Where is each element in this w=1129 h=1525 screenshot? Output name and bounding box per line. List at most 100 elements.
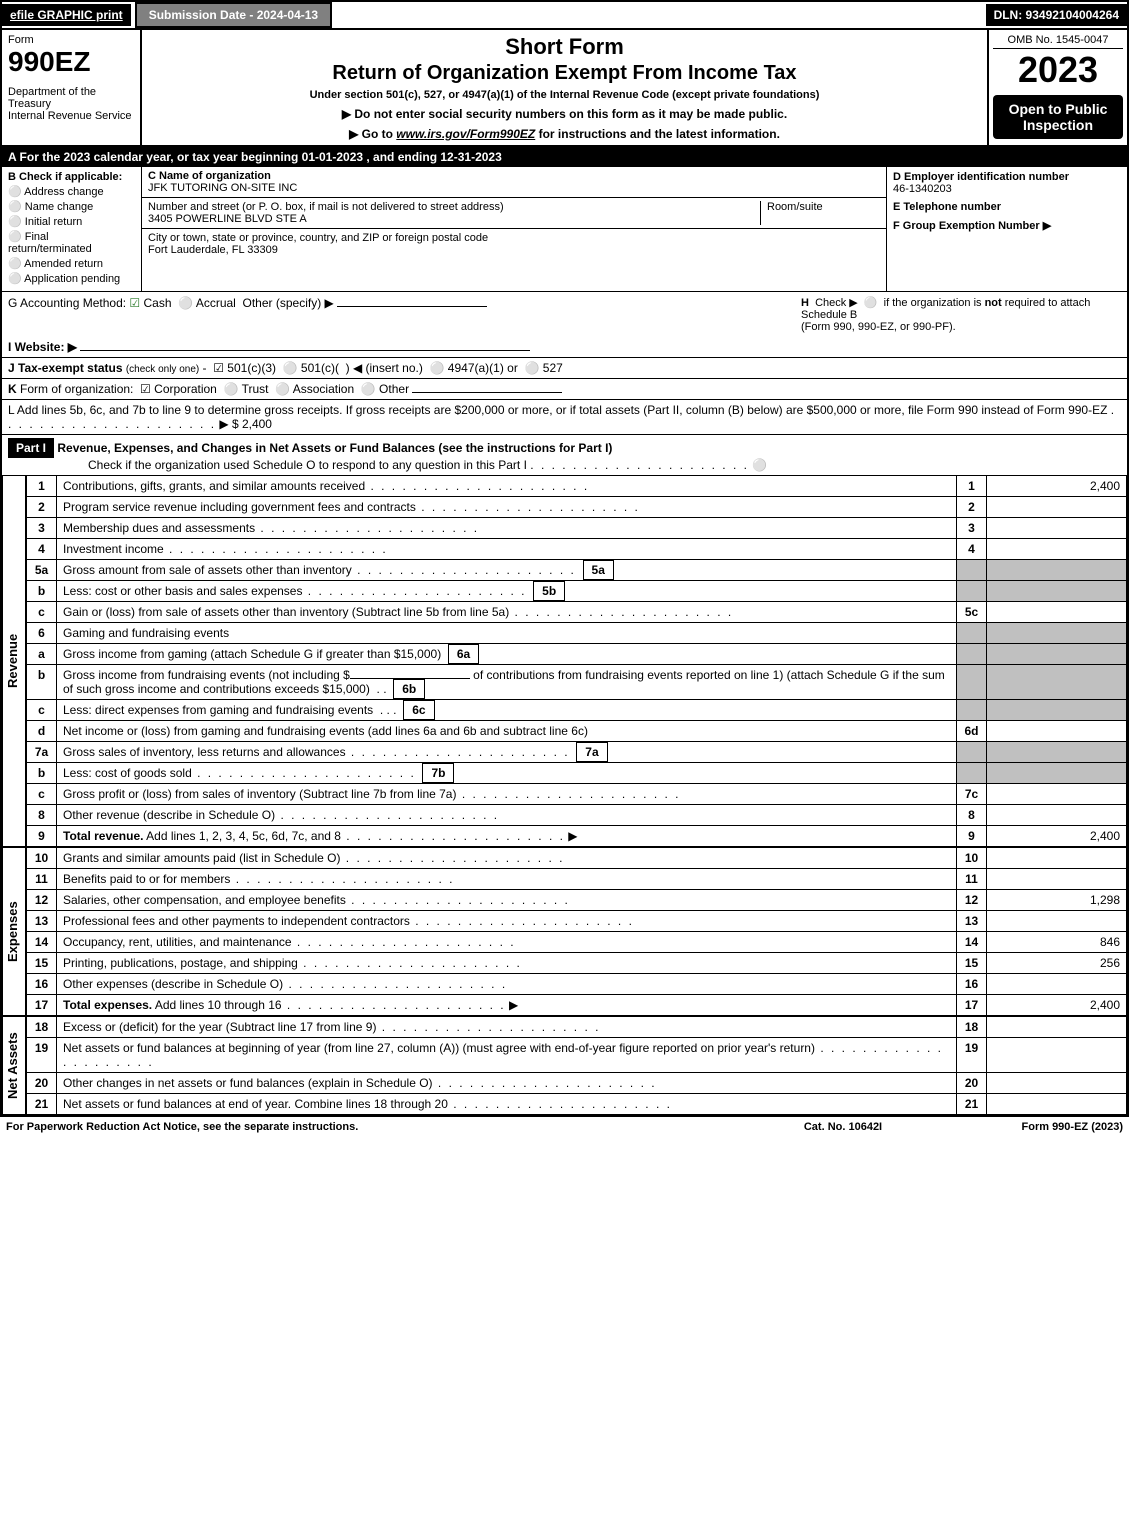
line-6a-desc: Gross income from gaming (attach Schedul… [63,647,441,661]
line-5a: 5aGross amount from sale of assets other… [27,560,1127,581]
line-13-desc: Professional fees and other payments to … [63,914,410,928]
line-19: 19Net assets or fund balances at beginni… [27,1038,1127,1073]
line-9-desc: Total revenue. [63,829,143,843]
goto-post: for instructions and the latest informat… [535,127,780,141]
line-5b: bLess: cost or other basis and sales exp… [27,581,1127,602]
section-i-website: I Website: ▶ [2,337,1127,358]
line-3: 3Membership dues and assessments3 [27,518,1127,539]
line-16: 16Other expenses (describe in Schedule O… [27,974,1127,995]
section-j-tax-exempt: J Tax-exempt status (check only one) - ☑… [2,358,1127,379]
open-to-public: Open to Public Inspection [993,95,1123,139]
line-2: 2Program service revenue including gover… [27,497,1127,518]
line-17-desc: Total expenses. [63,998,152,1012]
street-address: 3405 POWERLINE BLVD STE A [148,213,307,225]
accounting-method-label: G Accounting Method: [8,296,126,310]
section-d-e-f: D Employer identification number 46-1340… [887,167,1127,291]
line-6c-desc: Less: direct expenses from gaming and fu… [63,703,373,717]
subtitle: Under section 501(c), 527, or 4947(a)(1)… [150,89,979,101]
line-15: 15Printing, publications, postage, and s… [27,953,1127,974]
line-10-desc: Grants and similar amounts paid (list in… [63,851,340,865]
line-16-val [987,974,1127,995]
line-6: 6Gaming and fundraising events [27,623,1127,644]
header-left: Form 990EZ Department of the Treasury In… [2,30,142,145]
line-20-val [987,1073,1127,1094]
line-20: 20Other changes in net assets or fund ba… [27,1073,1127,1094]
check-amended-return[interactable]: Amended return [8,257,135,270]
header-center: Short Form Return of Organization Exempt… [142,30,987,145]
line-17-val: 2,400 [987,995,1127,1016]
line-3-val [987,518,1127,539]
line-6c: cLess: direct expenses from gaming and f… [27,700,1127,721]
page-footer: For Paperwork Reduction Act Notice, see … [0,1117,1129,1137]
part-1-header: Part I Revenue, Expenses, and Changes in… [2,435,1127,475]
line-5c-val [987,602,1127,623]
check-accrual[interactable]: Accrual [178,296,236,310]
form-label: Form [8,34,134,46]
city-label: City or town, state or province, country… [148,232,488,244]
check-address-change[interactable]: Address change [8,185,135,198]
dln-number: DLN: 93492104004264 [986,4,1127,26]
name-label: C Name of organization [148,170,271,182]
efile-graphic-print-link[interactable]: efile GRAPHIC print [2,4,131,26]
line-18: 18Excess or (deficit) for the year (Subt… [27,1017,1127,1038]
line-8: 8Other revenue (describe in Schedule O)8 [27,805,1127,826]
irs-gov-link[interactable]: www.irs.gov/Form990EZ [396,127,535,141]
line-5c: cGain or (loss) from sale of assets othe… [27,602,1127,623]
section-c: C Name of organization JFK TUTORING ON-S… [142,167,887,291]
section-h-sub: (Form 990, 990-EZ, or 990-PF). [801,321,1121,333]
expenses-section: Expenses 10Grants and similar amounts pa… [2,847,1127,1016]
part-1-check-box[interactable]: ⚪ [752,458,767,472]
group-exemption-label: F Group Exemption Number ▶ [893,219,1121,232]
line-6d-val [987,721,1127,742]
line-6-desc: Gaming and fundraising events [57,623,957,644]
check-cash[interactable]: Cash [129,296,171,310]
submission-date: Submission Date - 2024-04-13 [135,2,332,28]
line-7c-val [987,784,1127,805]
line-19-val [987,1038,1127,1073]
line-10: 10Grants and similar amounts paid (list … [27,848,1127,869]
line-13-val [987,911,1127,932]
part-1-check: Check if the organization used Schedule … [88,458,527,472]
line-6d-desc: Net income or (loss) from gaming and fun… [63,724,588,738]
line-11: 11Benefits paid to or for members11 [27,869,1127,890]
omb-number: OMB No. 1545-0047 [993,34,1123,49]
goto-pre: ▶ Go to [349,127,396,141]
line-6c-box: 6c [403,700,434,720]
section-a-tax-year: A For the 2023 calendar year, or tax yea… [2,147,1127,167]
line-14-val: 846 [987,932,1127,953]
check-initial-return[interactable]: Initial return [8,215,135,228]
line-7a: 7aGross sales of inventory, less returns… [27,742,1127,763]
org-other-line [412,392,562,393]
room-suite: Room/suite [760,201,880,225]
line-14: 14Occupancy, rent, utilities, and mainte… [27,932,1127,953]
line-7a-box: 7a [576,742,607,762]
part-1-title: Revenue, Expenses, and Changes in Net As… [57,441,612,455]
check-name-change[interactable]: Name change [8,200,135,213]
section-b: B Check if applicable: Address change Na… [2,167,142,291]
accounting-other: Other (specify) ▶ [243,296,334,310]
line-15-val: 256 [987,953,1127,974]
line-5b-desc: Less: cost or other basis and sales expe… [63,584,302,598]
check-final-return[interactable]: Final return/terminated [8,230,135,255]
line-18-val [987,1017,1127,1038]
net-assets-section: Net Assets 18Excess or (deficit) for the… [2,1016,1127,1115]
section-l-gross-receipts: L Add lines 5b, 6c, and 7b to line 9 to … [2,400,1127,435]
check-application-pending[interactable]: Application pending [8,272,135,285]
tax-year: 2023 [993,49,1123,91]
line-1-val: 2,400 [987,476,1127,497]
line-11-desc: Benefits paid to or for members [63,872,230,886]
dept-treasury: Department of the Treasury [8,86,134,110]
line-12-val: 1,298 [987,890,1127,911]
revenue-section: Revenue 1Contributions, gifts, grants, a… [2,475,1127,847]
cat-number: Cat. No. 10642I [743,1121,943,1133]
goto-instruction: ▶ Go to www.irs.gov/Form990EZ for instru… [150,127,979,141]
line-4-desc: Investment income [63,542,164,556]
line-4-val [987,539,1127,560]
line-5a-box: 5a [583,560,614,580]
line-6b-desc-pre: Gross income from fundraising events (no… [63,668,350,682]
line-7b: bLess: cost of goods sold 7b [27,763,1127,784]
line-2-desc: Program service revenue including govern… [63,500,416,514]
phone-label: E Telephone number [893,201,1121,213]
line-7c-desc: Gross profit or (loss) from sales of inv… [63,787,456,801]
line-11-val [987,869,1127,890]
